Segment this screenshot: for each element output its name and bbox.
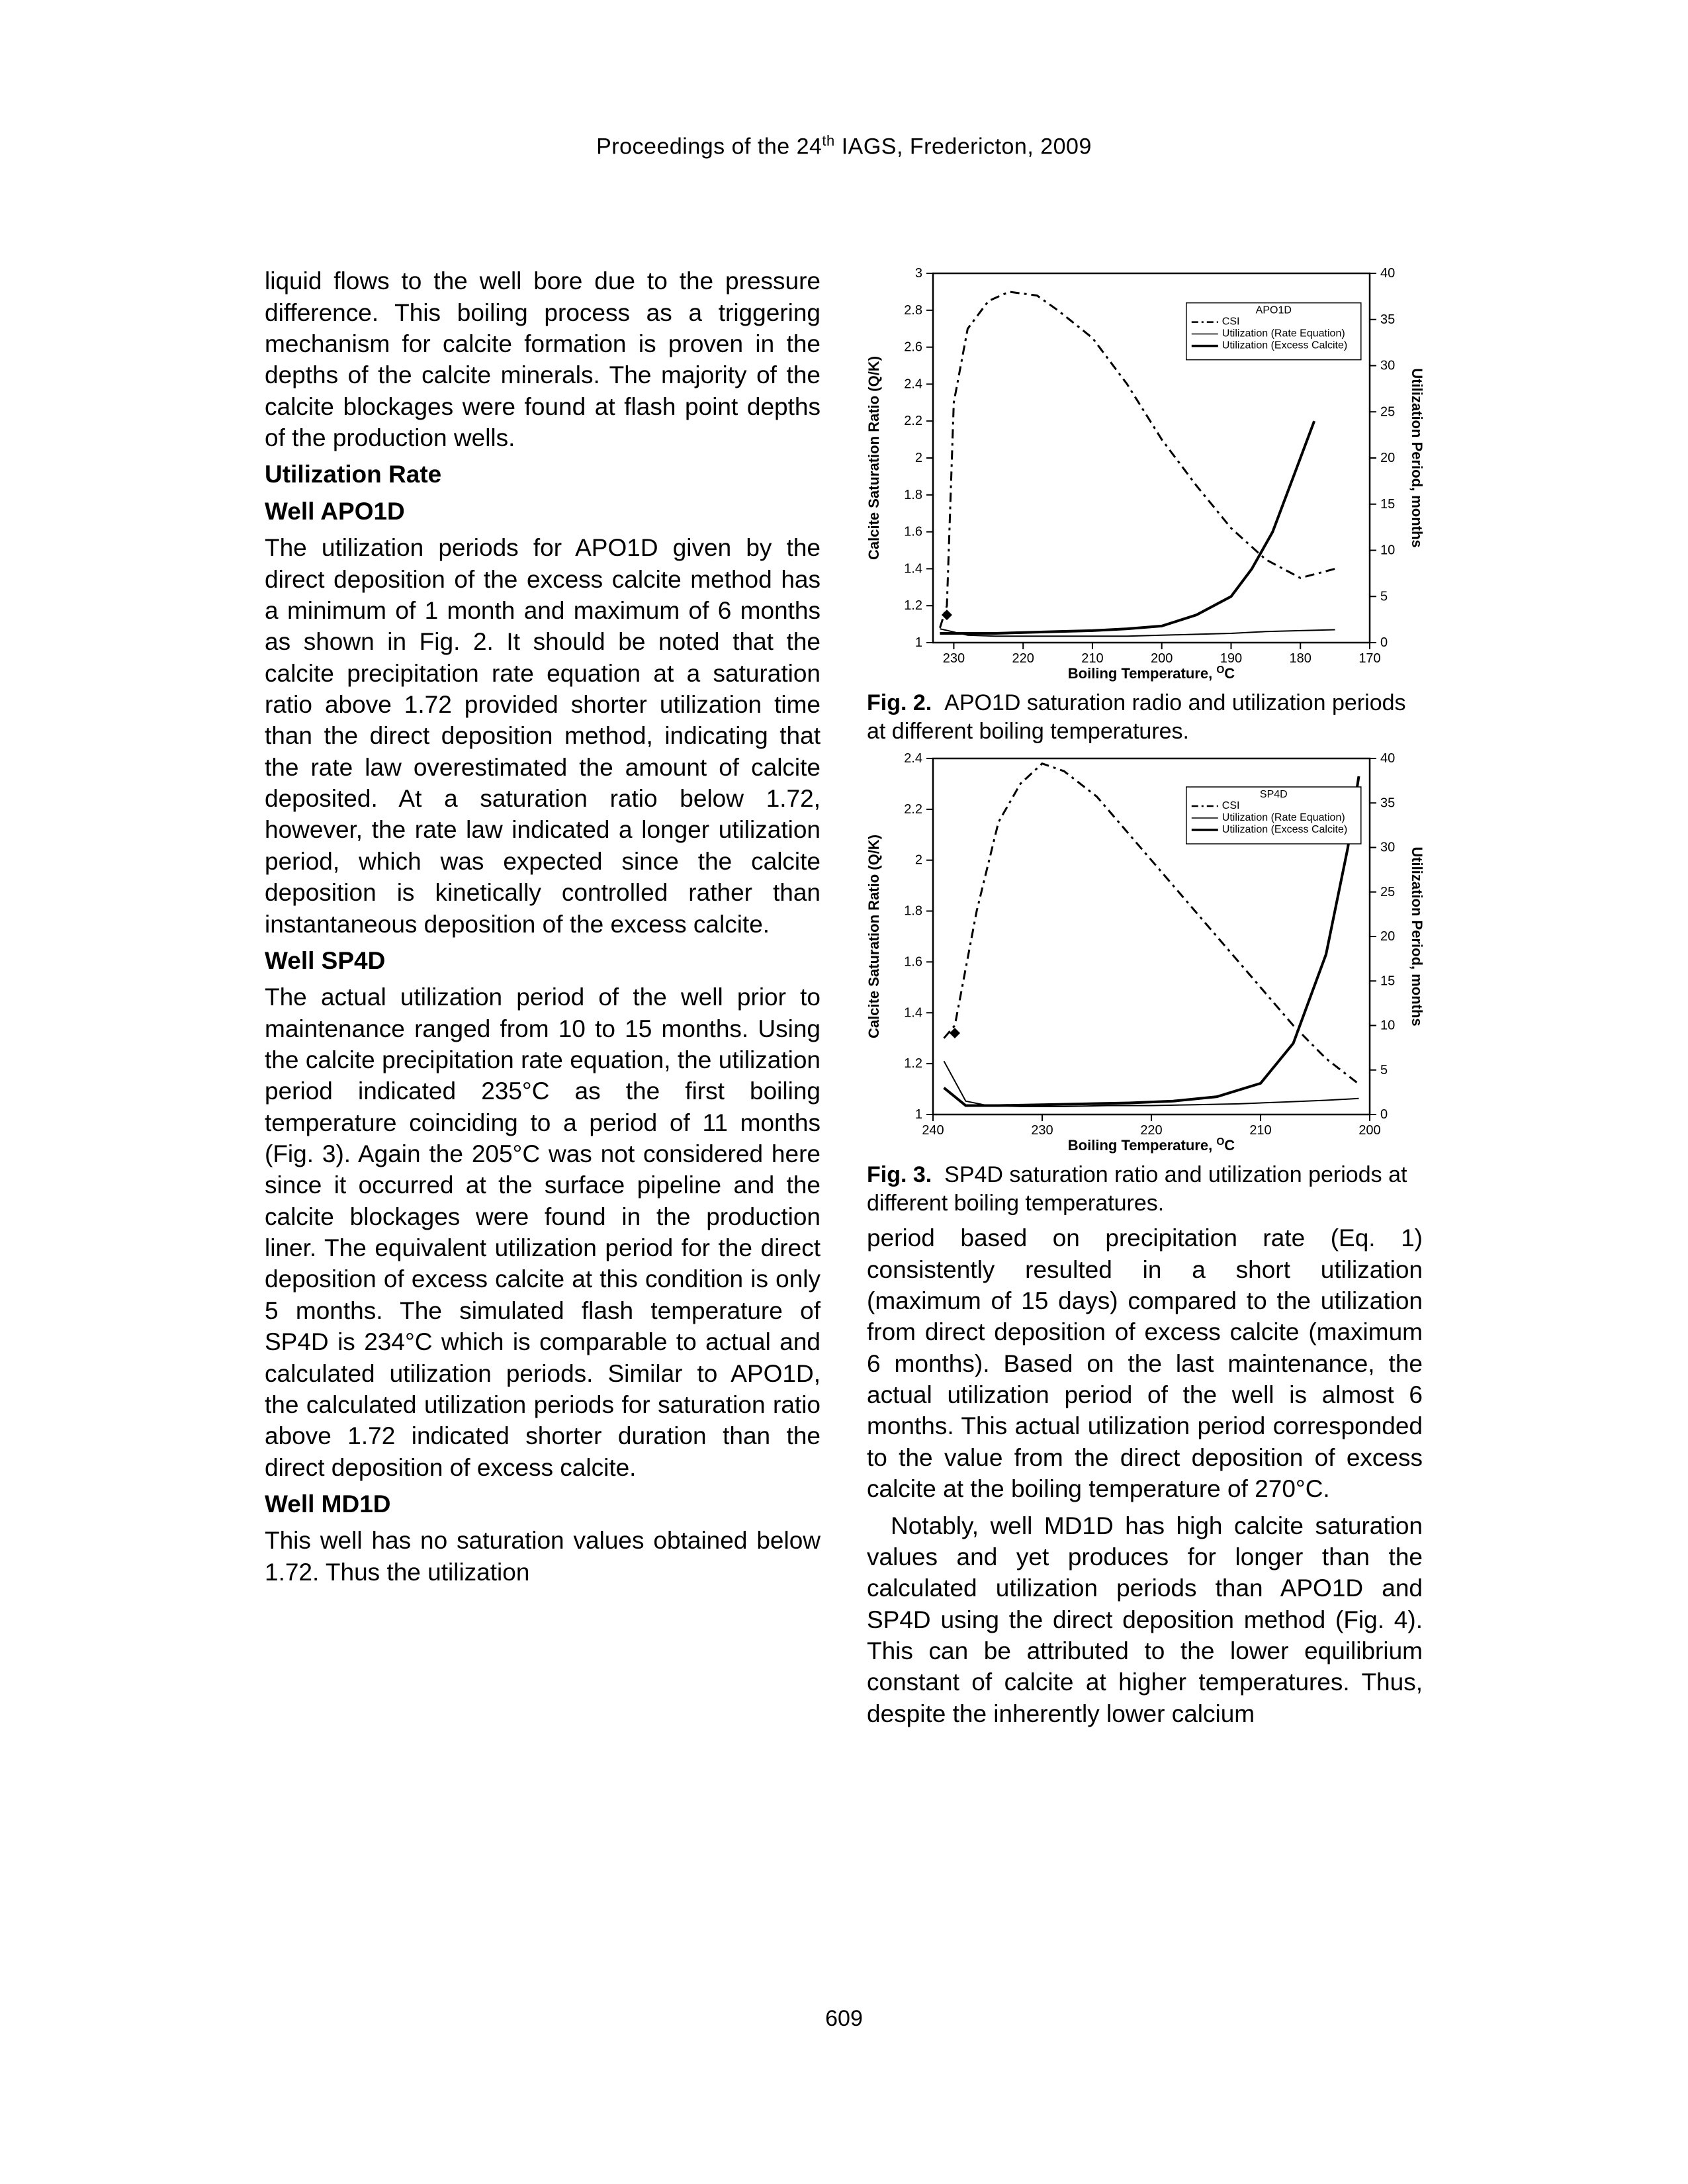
svg-text:220: 220 (1140, 1123, 1162, 1138)
svg-text:10: 10 (1380, 1019, 1395, 1033)
svg-text:CSI: CSI (1222, 800, 1240, 811)
svg-text:1.4: 1.4 (904, 562, 922, 576)
svg-text:40: 40 (1380, 266, 1395, 281)
svg-text:25: 25 (1380, 405, 1395, 420)
svg-text:0: 0 (1380, 1107, 1388, 1122)
header-sup: th (822, 132, 834, 149)
svg-text:170: 170 (1358, 651, 1380, 666)
svg-text:2: 2 (915, 451, 922, 465)
svg-text:10: 10 (1380, 543, 1395, 558)
left-column: liquid flows to the well bore due to the… (265, 265, 821, 1735)
svg-text:Calcite Saturation Ratio (Q/K): Calcite Saturation Ratio (Q/K) (867, 356, 882, 560)
svg-text:5: 5 (1380, 1063, 1388, 1077)
svg-text:40: 40 (1380, 751, 1395, 766)
page-number: 609 (0, 2006, 1688, 2032)
svg-text:30: 30 (1380, 841, 1395, 855)
svg-text:210: 210 (1249, 1123, 1271, 1138)
para-right-1: period based on precipitation rate (Eq. … (867, 1222, 1423, 1504)
svg-text:20: 20 (1380, 451, 1395, 465)
fig3-caption: Fig. 3. SP4D saturation ratio and utiliz… (867, 1161, 1423, 1217)
svg-text:180: 180 (1290, 651, 1311, 666)
svg-text:2: 2 (915, 853, 922, 868)
page-header: Proceedings of the 24th IAGS, Fredericto… (265, 132, 1423, 159)
svg-text:1.8: 1.8 (904, 904, 922, 919)
svg-text:1: 1 (915, 635, 922, 650)
svg-text:2.2: 2.2 (904, 802, 922, 817)
svg-text:5: 5 (1380, 590, 1388, 604)
svg-text:25: 25 (1380, 885, 1395, 899)
svg-text:Utilization (Rate Equation): Utilization (Rate Equation) (1222, 328, 1345, 340)
para-right-2: Notably, well MD1D has high calcite satu… (867, 1510, 1423, 1730)
chart-fig3: 240230220210200Boiling Temperature, OC11… (867, 751, 1423, 1161)
svg-text:3: 3 (915, 266, 922, 281)
svg-text:CSI: CSI (1222, 316, 1240, 328)
svg-text:15: 15 (1380, 974, 1395, 989)
svg-text:210: 210 (1081, 651, 1103, 666)
svg-text:1.2: 1.2 (904, 1056, 922, 1071)
svg-text:1.8: 1.8 (904, 488, 922, 502)
figure-2: 230220210200190180170Boiling Temperature… (867, 265, 1423, 745)
svg-text:Utilization Period, months: Utilization Period, months (1409, 369, 1423, 548)
svg-text:2.4: 2.4 (904, 377, 922, 392)
para-sp4d: The actual utilization period of the wel… (265, 981, 821, 1483)
svg-text:1.4: 1.4 (904, 1006, 922, 1021)
svg-text:2.6: 2.6 (904, 340, 922, 355)
svg-text:2.8: 2.8 (904, 303, 922, 318)
svg-text:1: 1 (915, 1107, 922, 1122)
header-suffix: IAGS, Fredericton, 2009 (835, 134, 1092, 159)
svg-text:15: 15 (1380, 497, 1395, 512)
svg-text:200: 200 (1358, 1123, 1380, 1138)
section-utilization-rate: Utilization Rate (265, 459, 821, 490)
right-column: 230220210200190180170Boiling Temperature… (867, 265, 1423, 1735)
fig3-label: Fig. 3. (867, 1162, 932, 1187)
svg-text:35: 35 (1380, 796, 1395, 811)
svg-text:0: 0 (1380, 635, 1388, 650)
svg-text:220: 220 (1012, 651, 1034, 666)
subhead-md1d: Well MD1D (265, 1488, 821, 1520)
subhead-apo1d: Well APO1D (265, 496, 821, 527)
svg-text:1.2: 1.2 (904, 599, 922, 614)
svg-text:2.4: 2.4 (904, 751, 922, 766)
svg-text:Utilization (Excess Calcite): Utilization (Excess Calcite) (1222, 824, 1347, 835)
svg-text:230: 230 (943, 651, 965, 666)
fig2-caption: Fig. 2. APO1D saturation radio and utili… (867, 689, 1423, 745)
para-md1d: This well has no saturation values obtai… (265, 1525, 821, 1588)
svg-text:200: 200 (1151, 651, 1173, 666)
para-apo1d: The utilization periods for APO1D given … (265, 532, 821, 940)
svg-text:1.6: 1.6 (904, 955, 922, 970)
chart-fig2: 230220210200190180170Boiling Temperature… (867, 265, 1423, 689)
svg-text:Calcite Saturation Ratio (Q/K): Calcite Saturation Ratio (Q/K) (867, 835, 882, 1038)
fig2-caption-text: APO1D saturation radio and utilization p… (867, 690, 1406, 744)
svg-text:1.6: 1.6 (904, 525, 922, 539)
svg-text:Utilization Period, months: Utilization Period, months (1409, 847, 1423, 1026)
figure-3: 240230220210200Boiling Temperature, OC11… (867, 751, 1423, 1217)
svg-text:35: 35 (1380, 312, 1395, 327)
svg-text:Boiling Temperature, OC: Boiling Temperature, OC (1068, 1136, 1235, 1154)
svg-text:Utilization (Rate Equation): Utilization (Rate Equation) (1222, 812, 1345, 823)
svg-text:230: 230 (1031, 1123, 1053, 1138)
header-prefix: Proceedings of the 24 (596, 134, 822, 159)
subhead-sp4d: Well SP4D (265, 945, 821, 976)
svg-text:240: 240 (922, 1123, 944, 1138)
fig3-caption-text: SP4D saturation ratio and utilization pe… (867, 1162, 1407, 1216)
svg-text:30: 30 (1380, 359, 1395, 373)
svg-text:20: 20 (1380, 929, 1395, 944)
svg-text:Utilization (Excess Calcite): Utilization (Excess Calcite) (1222, 340, 1347, 351)
svg-text:SP4D: SP4D (1260, 789, 1288, 800)
svg-text:Boiling Temperature, OC: Boiling Temperature, OC (1068, 664, 1235, 682)
svg-text:2.2: 2.2 (904, 414, 922, 429)
svg-text:APO1D: APO1D (1256, 305, 1292, 316)
para-intro: liquid flows to the well bore due to the… (265, 265, 821, 453)
fig2-label: Fig. 2. (867, 690, 932, 715)
